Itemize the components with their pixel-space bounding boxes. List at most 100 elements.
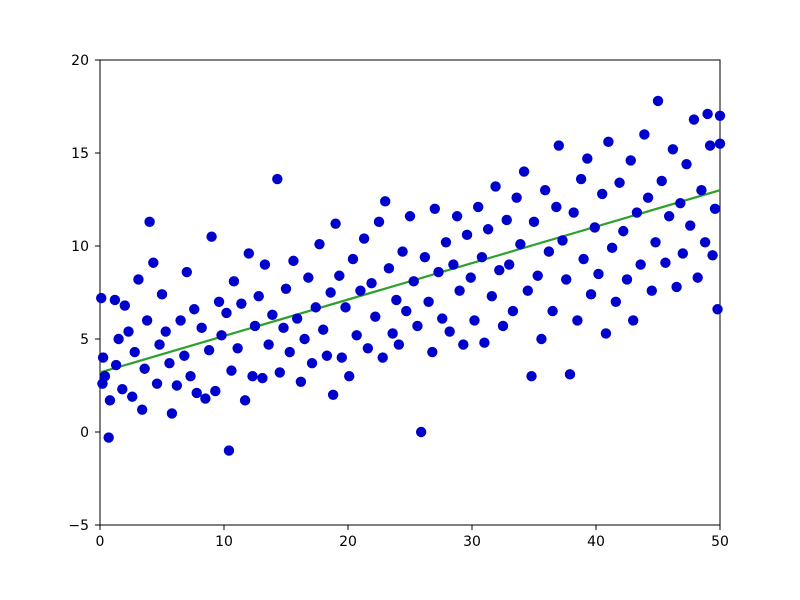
- scatter-point: [401, 306, 411, 316]
- x-tick-label: 30: [463, 534, 481, 550]
- scatter-point: [689, 114, 699, 124]
- scatter-point: [303, 272, 313, 282]
- scatter-point: [423, 297, 433, 307]
- scatter-point: [420, 252, 430, 262]
- scatter-point: [477, 252, 487, 262]
- scatter-point: [529, 217, 539, 227]
- scatter-point: [437, 313, 447, 323]
- scatter-point: [185, 371, 195, 381]
- scatter-point: [96, 293, 106, 303]
- scatter-point: [473, 202, 483, 212]
- scatter-point: [483, 224, 493, 234]
- scatter-point: [511, 192, 521, 202]
- scatter-point: [660, 258, 670, 268]
- x-tick-label: 50: [711, 534, 729, 550]
- scatter-point: [123, 326, 133, 336]
- scatter-point: [397, 246, 407, 256]
- scatter-point: [557, 235, 567, 245]
- scatter-point: [334, 271, 344, 281]
- scatter-point: [590, 222, 600, 232]
- scatter-point: [175, 315, 185, 325]
- scatter-point: [318, 325, 328, 335]
- scatter-point: [458, 339, 468, 349]
- scatter-point: [582, 153, 592, 163]
- scatter-point: [715, 139, 725, 149]
- scatter-point: [366, 278, 376, 288]
- scatter-point: [469, 315, 479, 325]
- scatter-point: [710, 204, 720, 214]
- scatter-point: [700, 237, 710, 247]
- scatter-point: [416, 427, 426, 437]
- scatter-point: [611, 297, 621, 307]
- scatter-point: [519, 166, 529, 176]
- scatter-point: [363, 343, 373, 353]
- scatter-point: [412, 321, 422, 331]
- scatter-point: [250, 321, 260, 331]
- scatter-point: [240, 395, 250, 405]
- scatter-point: [288, 256, 298, 266]
- scatter-point: [182, 267, 192, 277]
- chart-svg: 01020304050−505101520: [0, 0, 800, 600]
- scatter-point: [394, 339, 404, 349]
- scatter-point: [671, 282, 681, 292]
- scatter-point: [148, 258, 158, 268]
- x-tick-label: 40: [587, 534, 605, 550]
- scatter-point: [164, 358, 174, 368]
- y-tick-label: 20: [71, 53, 89, 69]
- scatter-point: [479, 338, 489, 348]
- scatter-point: [454, 285, 464, 295]
- scatter-point: [639, 129, 649, 139]
- scatter-point: [299, 334, 309, 344]
- scatter-point: [311, 302, 321, 312]
- x-tick-label: 10: [215, 534, 233, 550]
- scatter-point: [254, 291, 264, 301]
- x-tick-label: 0: [96, 534, 105, 550]
- scatter-point: [340, 302, 350, 312]
- scatter-point: [681, 159, 691, 169]
- scatter-point: [452, 211, 462, 221]
- scatter-point: [498, 321, 508, 331]
- scatter-point: [351, 330, 361, 340]
- scatter-point: [487, 291, 497, 301]
- scatter-point: [167, 408, 177, 418]
- scatter-point: [597, 189, 607, 199]
- scatter-point: [117, 384, 127, 394]
- scatter-point: [696, 185, 706, 195]
- scatter-point: [120, 300, 130, 310]
- scatter-point: [657, 176, 667, 186]
- scatter-point: [650, 237, 660, 247]
- scatter-point: [325, 287, 335, 297]
- scatter-point: [409, 276, 419, 286]
- scatter-point: [263, 339, 273, 349]
- scatter-point: [712, 304, 722, 314]
- scatter-point: [568, 207, 578, 217]
- scatter-point: [272, 174, 282, 184]
- scatter-point: [614, 178, 624, 188]
- scatter-point: [355, 285, 365, 295]
- scatter-point: [247, 371, 257, 381]
- scatter-point: [328, 390, 338, 400]
- scatter-line-chart: 01020304050−505101520: [0, 0, 800, 600]
- scatter-point: [226, 365, 236, 375]
- scatter-point: [257, 373, 267, 383]
- scatter-point: [142, 315, 152, 325]
- scatter-point: [533, 271, 543, 281]
- scatter-point: [139, 364, 149, 374]
- scatter-point: [330, 218, 340, 228]
- scatter-point: [572, 315, 582, 325]
- scatter-point: [685, 220, 695, 230]
- scatter-point: [536, 334, 546, 344]
- scatter-point: [387, 328, 397, 338]
- scatter-point: [715, 111, 725, 121]
- scatter-point: [281, 284, 291, 294]
- scatter-point: [502, 215, 512, 225]
- scatter-point: [547, 306, 557, 316]
- scatter-point: [221, 308, 231, 318]
- scatter-point: [433, 267, 443, 277]
- scatter-point: [444, 326, 454, 336]
- scatter-point: [508, 306, 518, 316]
- scatter-point: [664, 211, 674, 221]
- scatter-point: [337, 352, 347, 362]
- y-tick-label: 5: [80, 332, 89, 348]
- scatter-point: [285, 347, 295, 357]
